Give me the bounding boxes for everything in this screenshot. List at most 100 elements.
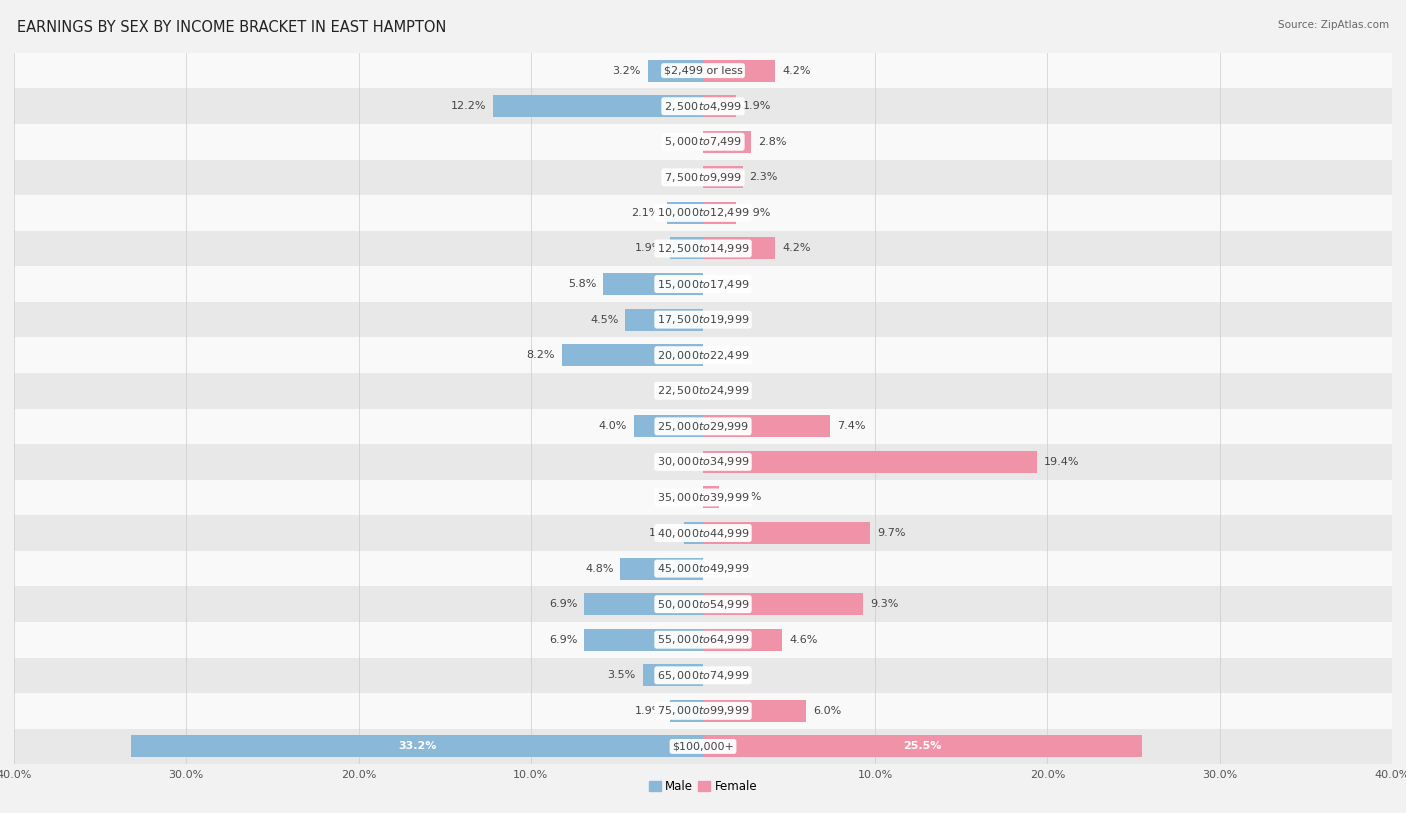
Bar: [634, 415, 703, 437]
Bar: [703, 522, 870, 544]
Text: 0.0%: 0.0%: [710, 563, 738, 574]
Bar: [14, 515, 1392, 551]
Text: Source: ZipAtlas.com: Source: ZipAtlas.com: [1278, 20, 1389, 30]
Text: 9.7%: 9.7%: [877, 528, 905, 538]
Text: $65,000 to $74,999: $65,000 to $74,999: [657, 669, 749, 682]
Bar: [14, 302, 1392, 337]
Text: $25,000 to $29,999: $25,000 to $29,999: [657, 420, 749, 433]
Text: $30,000 to $34,999: $30,000 to $34,999: [657, 455, 749, 468]
Bar: [14, 337, 1392, 373]
Text: 8.2%: 8.2%: [526, 350, 555, 360]
Text: 0.0%: 0.0%: [668, 385, 696, 396]
Text: $55,000 to $64,999: $55,000 to $64,999: [657, 633, 749, 646]
Bar: [494, 95, 703, 117]
Text: $50,000 to $54,999: $50,000 to $54,999: [657, 598, 749, 611]
Bar: [685, 522, 703, 544]
Text: $75,000 to $99,999: $75,000 to $99,999: [657, 704, 749, 717]
Text: 0.0%: 0.0%: [668, 137, 696, 147]
Text: 5.8%: 5.8%: [568, 279, 596, 289]
Bar: [583, 593, 703, 615]
Bar: [703, 415, 831, 437]
Text: $22,500 to $24,999: $22,500 to $24,999: [657, 385, 749, 398]
Bar: [14, 373, 1392, 408]
Text: $45,000 to $49,999: $45,000 to $49,999: [657, 562, 749, 575]
Bar: [703, 95, 735, 117]
Text: 4.2%: 4.2%: [782, 243, 811, 254]
Text: 0.0%: 0.0%: [710, 350, 738, 360]
Text: $2,500 to $4,999: $2,500 to $4,999: [664, 100, 742, 113]
Bar: [603, 273, 703, 295]
Text: $40,000 to $44,999: $40,000 to $44,999: [657, 527, 749, 540]
Text: $2,499 or less: $2,499 or less: [664, 66, 742, 76]
Text: 2.8%: 2.8%: [758, 137, 786, 147]
Text: 7.4%: 7.4%: [838, 421, 866, 432]
Bar: [131, 736, 703, 758]
Text: 6.9%: 6.9%: [548, 599, 578, 609]
Text: EARNINGS BY SEX BY INCOME BRACKET IN EAST HAMPTON: EARNINGS BY SEX BY INCOME BRACKET IN EAS…: [17, 20, 446, 35]
Bar: [703, 700, 807, 722]
Bar: [671, 237, 703, 259]
Bar: [703, 736, 1142, 758]
Bar: [703, 131, 751, 153]
Text: 0.0%: 0.0%: [710, 385, 738, 396]
Text: 0.0%: 0.0%: [710, 670, 738, 680]
Text: 19.4%: 19.4%: [1045, 457, 1080, 467]
Text: 3.2%: 3.2%: [613, 66, 641, 76]
Legend: Male, Female: Male, Female: [644, 775, 762, 798]
Bar: [583, 628, 703, 650]
Bar: [648, 59, 703, 81]
Bar: [620, 558, 703, 580]
Bar: [14, 53, 1392, 89]
Text: 4.5%: 4.5%: [591, 315, 619, 324]
Bar: [703, 486, 718, 508]
Bar: [703, 451, 1038, 473]
Bar: [14, 728, 1392, 764]
Text: $10,000 to $12,499: $10,000 to $12,499: [657, 207, 749, 220]
Bar: [643, 664, 703, 686]
Bar: [703, 167, 742, 189]
Bar: [14, 586, 1392, 622]
Text: $7,500 to $9,999: $7,500 to $9,999: [664, 171, 742, 184]
Bar: [562, 344, 703, 366]
Text: 3.5%: 3.5%: [607, 670, 636, 680]
Text: $17,500 to $19,999: $17,500 to $19,999: [657, 313, 749, 326]
Text: 4.6%: 4.6%: [789, 635, 817, 645]
Text: $35,000 to $39,999: $35,000 to $39,999: [657, 491, 749, 504]
Text: $100,000+: $100,000+: [672, 741, 734, 751]
Text: 0.0%: 0.0%: [668, 457, 696, 467]
Bar: [671, 700, 703, 722]
Text: 4.8%: 4.8%: [585, 563, 613, 574]
Text: 4.2%: 4.2%: [782, 66, 811, 76]
Text: 2.3%: 2.3%: [749, 172, 778, 182]
Bar: [703, 202, 735, 224]
Text: 1.9%: 1.9%: [636, 706, 664, 716]
Text: 1.1%: 1.1%: [650, 528, 678, 538]
Text: 0.93%: 0.93%: [725, 493, 761, 502]
Bar: [14, 266, 1392, 302]
Text: 12.2%: 12.2%: [450, 101, 486, 111]
Text: 0.0%: 0.0%: [710, 315, 738, 324]
Bar: [14, 658, 1392, 693]
Bar: [14, 444, 1392, 480]
Bar: [703, 59, 775, 81]
Text: 6.0%: 6.0%: [813, 706, 841, 716]
Text: 2.1%: 2.1%: [631, 208, 659, 218]
Text: 4.0%: 4.0%: [599, 421, 627, 432]
Bar: [14, 551, 1392, 586]
Bar: [626, 309, 703, 331]
Text: 6.9%: 6.9%: [548, 635, 578, 645]
Bar: [14, 231, 1392, 266]
Bar: [703, 593, 863, 615]
Bar: [14, 693, 1392, 728]
Bar: [14, 480, 1392, 515]
Text: 25.5%: 25.5%: [904, 741, 942, 751]
Text: $20,000 to $22,499: $20,000 to $22,499: [657, 349, 749, 362]
Text: 9.3%: 9.3%: [870, 599, 898, 609]
Bar: [14, 408, 1392, 444]
Bar: [703, 237, 775, 259]
Bar: [14, 195, 1392, 231]
Text: 0.0%: 0.0%: [710, 279, 738, 289]
Text: $5,000 to $7,499: $5,000 to $7,499: [664, 135, 742, 148]
Bar: [703, 628, 782, 650]
Bar: [14, 622, 1392, 658]
